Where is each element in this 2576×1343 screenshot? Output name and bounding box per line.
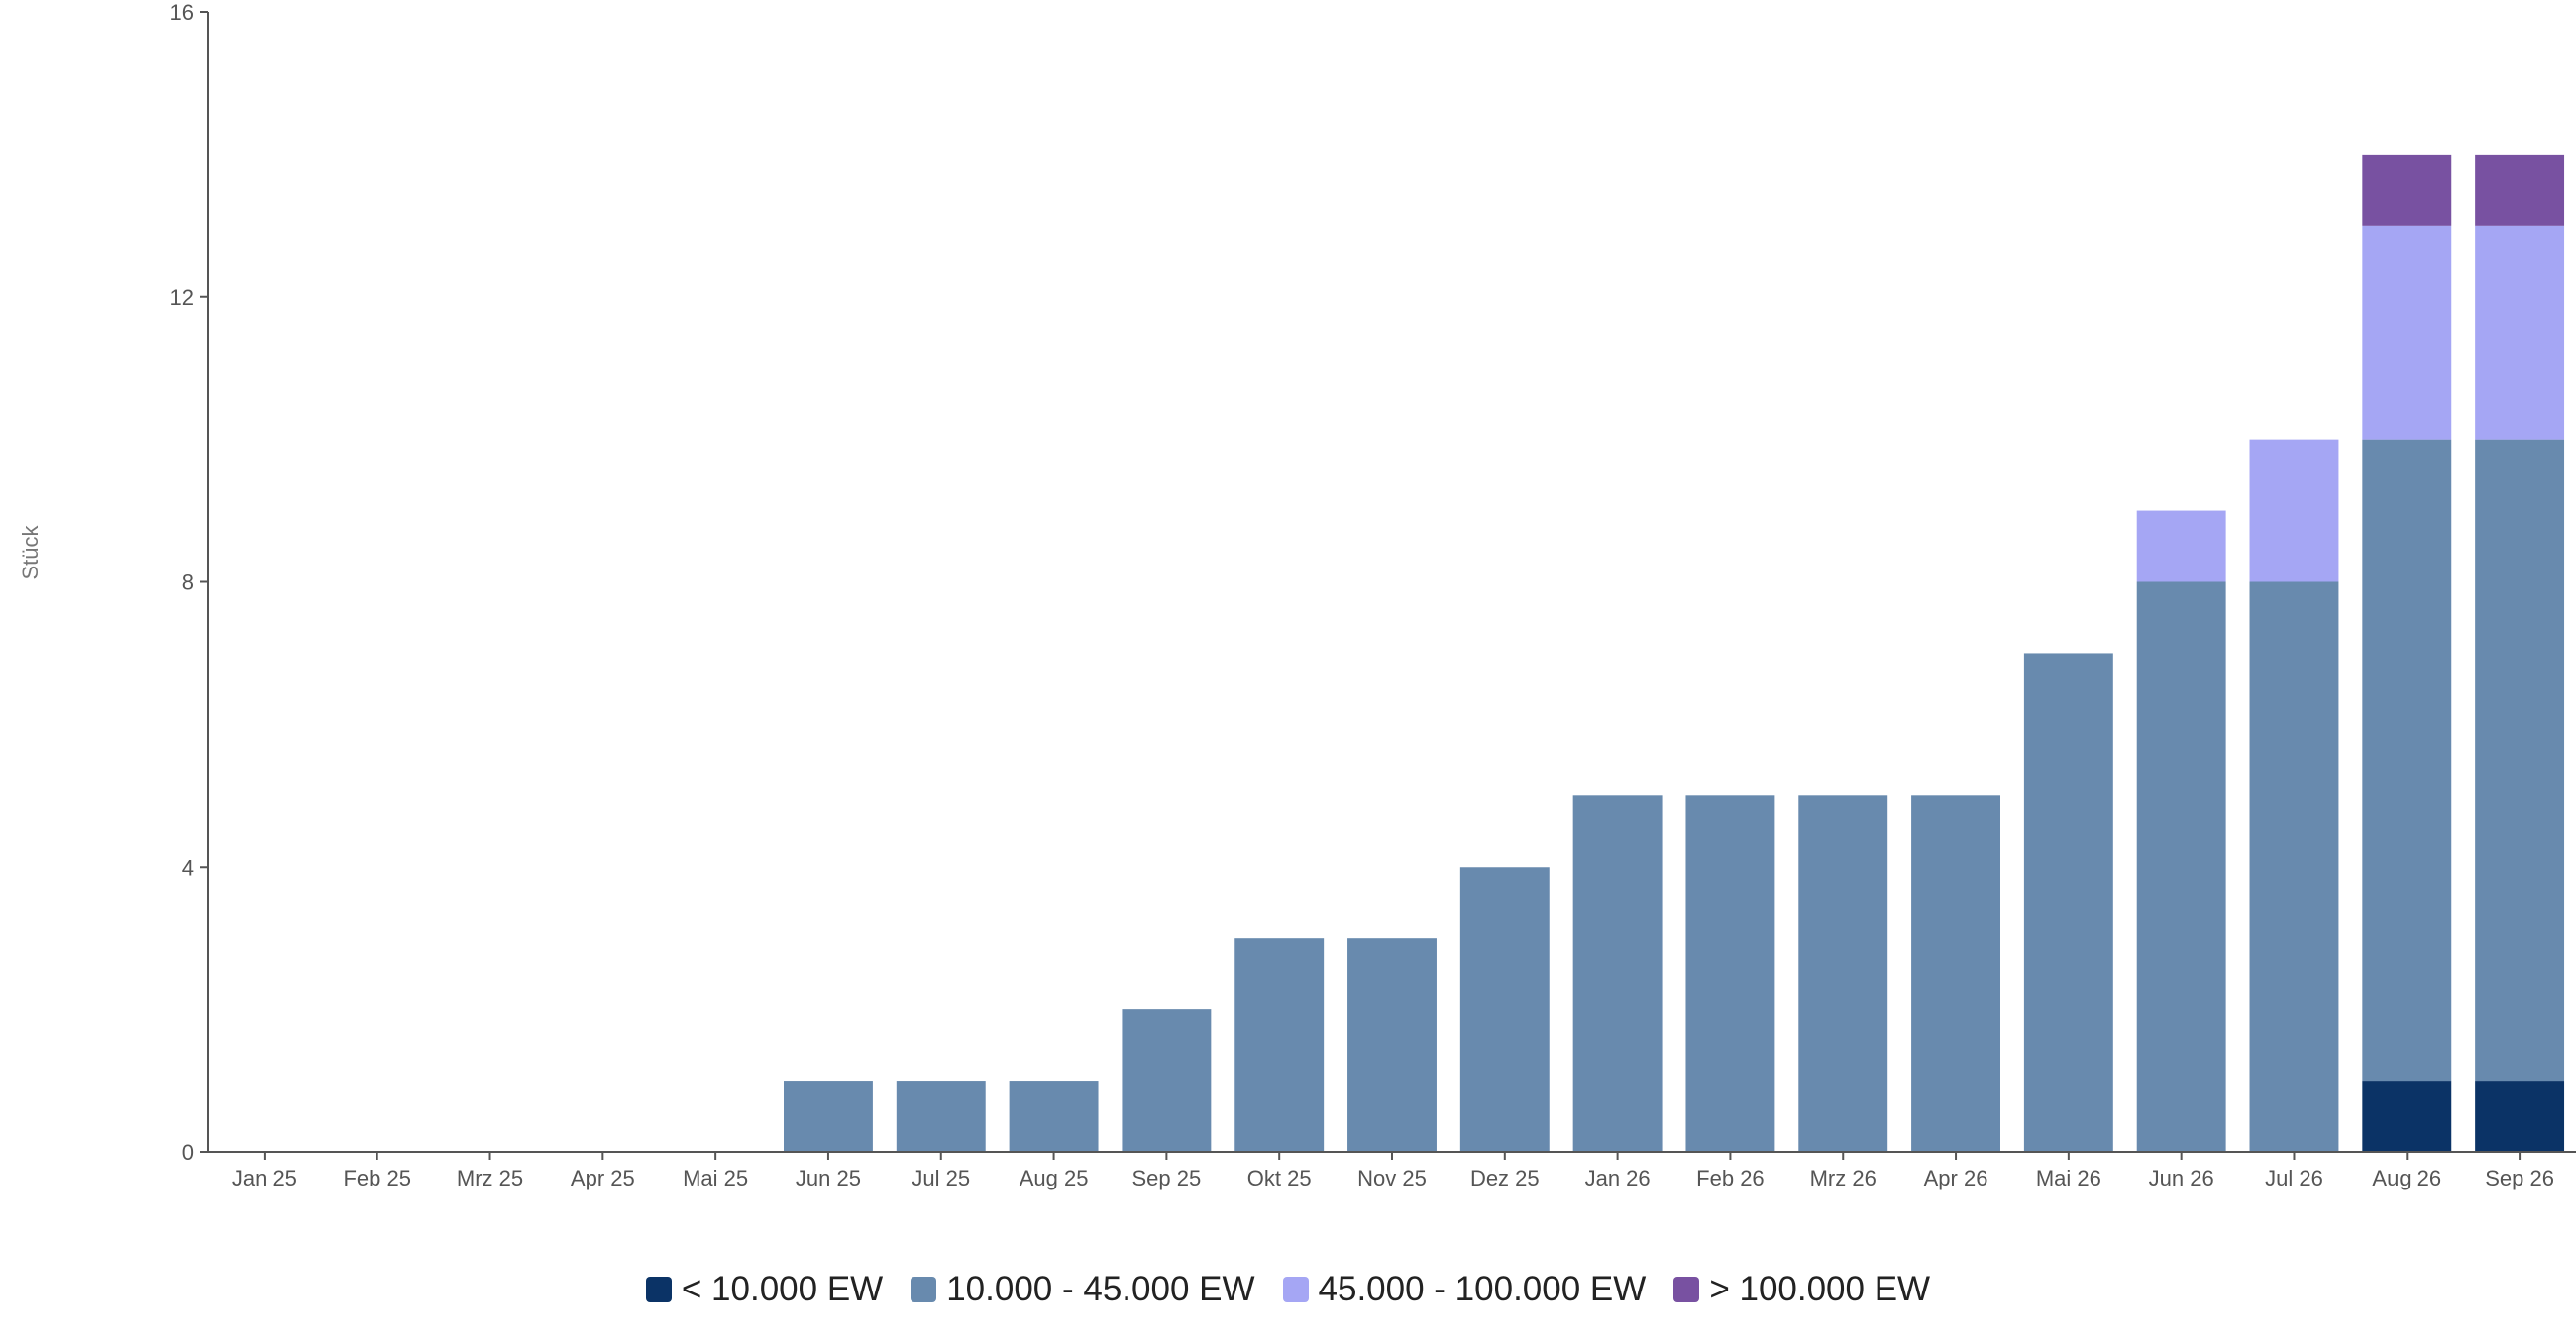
x-tick-label: Mrz 26 — [1810, 1166, 1877, 1190]
x-tick-label: Jun 25 — [796, 1166, 861, 1190]
legend-label: > 100.000 EW — [1709, 1270, 1931, 1308]
y-axis-label: Stück — [18, 524, 43, 579]
legend: < 10.000 EW 10.000 - 45.000 EW 45.000 - … — [0, 1270, 2576, 1309]
x-tick-label: Mai 26 — [2036, 1166, 2101, 1190]
bar-segment[interactable] — [2136, 581, 2226, 1153]
bars-layer — [784, 154, 2565, 1153]
x-tick-label: Aug 25 — [1020, 1166, 1089, 1190]
x-tick-label: Feb 25 — [343, 1166, 411, 1190]
legend-label: 45.000 - 100.000 EW — [1318, 1270, 1647, 1308]
bar-segment[interactable] — [2475, 225, 2565, 440]
x-tick-label: Apr 26 — [1924, 1166, 1988, 1190]
bar-segment[interactable] — [1347, 938, 1437, 1152]
legend-label: < 10.000 EW — [681, 1270, 884, 1308]
legend-swatch — [911, 1277, 937, 1302]
y-tick-label: 0 — [182, 1140, 194, 1165]
y-tick-label: 8 — [182, 570, 194, 595]
x-tick-label: Okt 25 — [1247, 1166, 1312, 1190]
x-tick-label: Feb 26 — [1696, 1166, 1765, 1190]
x-tick-label: Nov 25 — [1357, 1166, 1427, 1190]
bar-segment[interactable] — [2023, 653, 2113, 1152]
legend-item[interactable]: 45.000 - 100.000 EW — [1282, 1270, 1647, 1309]
legend-label: 10.000 - 45.000 EW — [946, 1270, 1255, 1308]
x-tick-label: Apr 25 — [571, 1166, 635, 1190]
bar-segment[interactable] — [2362, 439, 2452, 1082]
x-tick-label: Aug 26 — [2372, 1166, 2441, 1190]
x-tick-label: Mai 25 — [683, 1166, 748, 1190]
y-ticks: 0 4 8 12 16 — [170, 0, 208, 1165]
bar-segment[interactable] — [2136, 510, 2226, 582]
x-tick-label: Jun 26 — [2149, 1166, 2214, 1190]
x-tick-label: Mrz 25 — [457, 1166, 523, 1190]
x-tick-label: Dez 25 — [1470, 1166, 1540, 1190]
bar-segment[interactable] — [1685, 795, 1775, 1152]
legend-item[interactable]: < 10.000 EW — [645, 1270, 884, 1309]
x-tick-label: Jul 26 — [2265, 1166, 2323, 1190]
x-tick-label: Jul 25 — [912, 1166, 970, 1190]
legend-item[interactable]: > 100.000 EW — [1673, 1270, 1930, 1309]
bar-segment[interactable] — [2362, 1081, 2452, 1152]
bar-segment[interactable] — [2362, 225, 2452, 440]
y-tick-label: 12 — [170, 285, 194, 310]
y-tick-label: 16 — [170, 0, 194, 25]
bar-segment[interactable] — [784, 1081, 873, 1152]
bar-segment[interactable] — [1234, 938, 1325, 1152]
x-tick-label: Sep 25 — [1132, 1166, 1202, 1190]
bar-segment[interactable] — [2249, 581, 2339, 1153]
chart-svg: Stück 0 4 8 12 16 Jan 25 Feb 25 Mrz 25 Apr 25 Ma… — [18, 0, 2576, 1190]
bar-segment[interactable] — [2475, 439, 2565, 1082]
bar-segment[interactable] — [1798, 795, 1888, 1152]
legend-swatch — [645, 1277, 672, 1302]
bar-segment[interactable] — [1911, 795, 2000, 1152]
bar-segment[interactable] — [896, 1081, 986, 1152]
bar-segment[interactable] — [1009, 1081, 1099, 1152]
bar-segment[interactable] — [1122, 1009, 1212, 1153]
x-tick-label: Jan 26 — [1585, 1166, 1651, 1190]
x-tick-label: Jan 25 — [232, 1166, 297, 1190]
bar-segment[interactable] — [1572, 795, 1663, 1152]
bar-segment[interactable] — [1459, 867, 1550, 1152]
y-tick-label: 4 — [182, 855, 194, 879]
bar-segment[interactable] — [2362, 154, 2452, 226]
legend-swatch — [1282, 1277, 1309, 1302]
legend-item[interactable]: 10.000 - 45.000 EW — [911, 1270, 1255, 1309]
x-tick-label: Sep 26 — [2485, 1166, 2554, 1190]
bar-segment[interactable] — [2475, 1081, 2565, 1152]
bar-segment[interactable] — [2475, 154, 2565, 226]
legend-swatch — [1673, 1277, 1700, 1302]
bar-segment[interactable] — [2249, 439, 2339, 582]
x-ticks: Jan 25 Feb 25 Mrz 25 Apr 25 Mai 25 Jun 25 Jul … — [232, 1152, 2554, 1190]
